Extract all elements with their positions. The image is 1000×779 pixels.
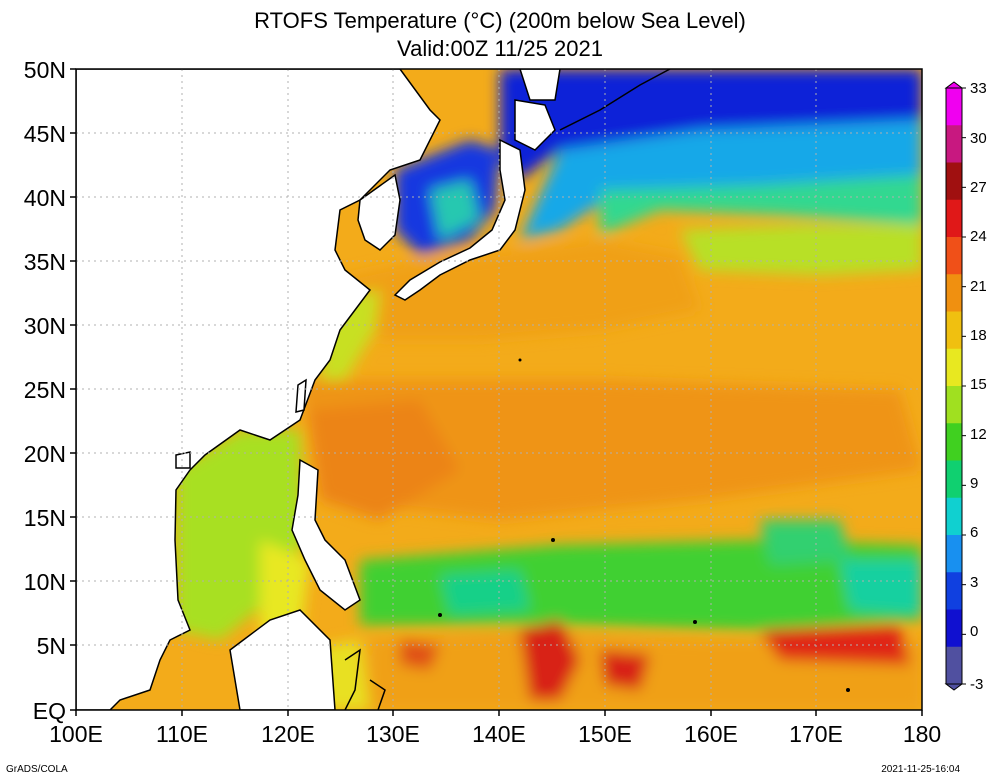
colorbar-swatch bbox=[946, 125, 962, 163]
map-title: RTOFS Temperature (°C) (200m below Sea L… bbox=[254, 8, 746, 33]
colorbar-swatch bbox=[946, 572, 962, 610]
colorbar-label: 30 bbox=[970, 130, 987, 147]
lat-label: 45N bbox=[24, 121, 66, 147]
colorbar-swatch bbox=[946, 423, 962, 461]
lon-label: 120E bbox=[261, 721, 315, 747]
colorbar-swatch bbox=[946, 646, 962, 685]
lat-label: 50N bbox=[24, 57, 66, 83]
colorbar-label: 6 bbox=[970, 524, 978, 541]
colorbar-label: 21 bbox=[970, 278, 987, 295]
colorbar-label: -3 bbox=[970, 676, 983, 693]
lon-label: 100E bbox=[49, 721, 103, 747]
lat-label: 25N bbox=[24, 377, 66, 403]
colorbar-label: 12 bbox=[970, 426, 987, 443]
footer-source: GrADS/COLA bbox=[6, 764, 68, 775]
colorbar-label: 0 bbox=[970, 623, 978, 640]
lon-ticks bbox=[75, 710, 923, 716]
lat-label: 40N bbox=[24, 185, 66, 211]
colorbar-swatch bbox=[946, 199, 962, 238]
colorbar-swatch bbox=[946, 88, 962, 126]
lat-label: 30N bbox=[24, 313, 66, 339]
lon-label: 140E bbox=[472, 721, 526, 747]
colorbar-label: 24 bbox=[970, 228, 987, 245]
colorbar bbox=[944, 81, 966, 691]
colorbar-swatch bbox=[946, 386, 962, 424]
lon-label: 110E bbox=[156, 721, 208, 747]
lat-label: EQ bbox=[33, 698, 66, 724]
colorbar-swatch bbox=[946, 609, 962, 648]
colorbar-bottom-cap bbox=[944, 683, 964, 691]
colorbar-label: 33 bbox=[970, 80, 987, 97]
lat-label: 15N bbox=[24, 505, 66, 531]
colorbar-swatch bbox=[946, 460, 962, 499]
lat-label: 10N bbox=[24, 569, 66, 595]
lon-label: 160E bbox=[684, 721, 738, 747]
colorbar-label: 3 bbox=[970, 574, 978, 591]
lon-label: 180 bbox=[903, 721, 941, 747]
lat-label: 35N bbox=[24, 249, 66, 275]
colorbar-swatch bbox=[946, 497, 962, 536]
lat-label: 5N bbox=[37, 633, 66, 659]
lon-label: 130E bbox=[366, 721, 420, 747]
colorbar-top-cap bbox=[944, 81, 964, 89]
lat-ticks bbox=[70, 68, 76, 711]
footer-timestamp: 2021-11-25-16:04 bbox=[881, 764, 960, 775]
lon-label: 150E bbox=[578, 721, 632, 747]
colorbar-label: 18 bbox=[970, 327, 987, 344]
map-subtitle: Valid:00Z 11/25 2021 bbox=[397, 36, 603, 61]
colorbar-swatch bbox=[946, 162, 962, 201]
lon-label: 170E bbox=[789, 721, 843, 747]
colorbar-swatch bbox=[946, 311, 962, 350]
grid-lines bbox=[76, 69, 922, 710]
colorbar-swatch bbox=[946, 348, 962, 387]
colorbar-label: 27 bbox=[970, 179, 987, 196]
colorbar-swatch bbox=[946, 535, 962, 573]
colorbar-swatch bbox=[946, 237, 962, 275]
lat-label: 20N bbox=[24, 441, 66, 467]
colorbar-label: 15 bbox=[970, 376, 987, 393]
colorbar-label: 9 bbox=[970, 475, 978, 492]
colorbar-swatch bbox=[946, 274, 962, 312]
